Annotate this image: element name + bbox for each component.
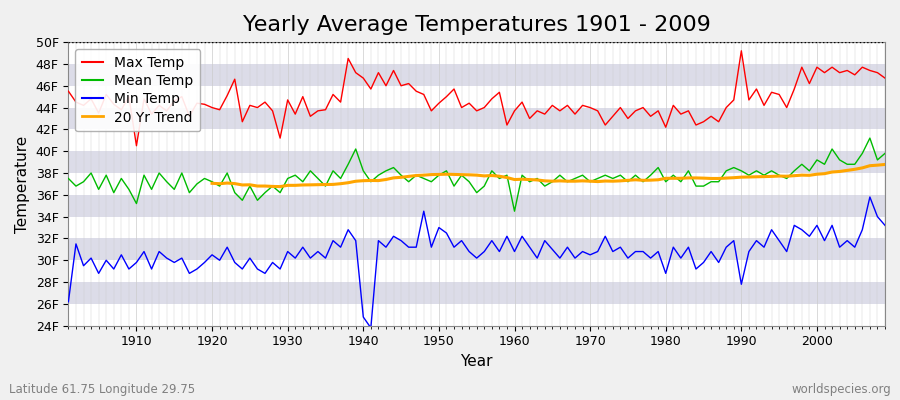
- Mean Temp: [865, 136, 876, 140]
- 20 Yr Trend: [774, 174, 785, 178]
- Min Temp: [509, 249, 520, 254]
- Max Temp: [63, 89, 74, 94]
- Bar: [68, 86, 885, 108]
- Max Temp: [509, 108, 520, 113]
- 20 Yr Trend: [305, 182, 316, 187]
- Bar: [68, 151, 885, 173]
- Bar: [68, 64, 885, 86]
- Max Temp: [608, 114, 618, 119]
- Line: Max Temp: Max Temp: [68, 51, 885, 146]
- Bar: [68, 173, 885, 195]
- Mean Temp: [501, 173, 512, 178]
- Max Temp: [517, 100, 527, 104]
- Bar: [68, 217, 885, 238]
- Min Temp: [335, 245, 346, 250]
- X-axis label: Year: Year: [461, 354, 493, 369]
- Min Temp: [517, 234, 527, 239]
- 20 Yr Trend: [857, 166, 868, 170]
- 20 Yr Trend: [683, 176, 694, 180]
- Max Temp: [131, 143, 142, 148]
- 20 Yr Trend: [418, 173, 429, 178]
- Min Temp: [123, 266, 134, 271]
- Bar: [68, 42, 885, 64]
- Mean Temp: [517, 173, 527, 178]
- Max Temp: [879, 76, 890, 80]
- 20 Yr Trend: [789, 173, 800, 178]
- 20 Yr Trend: [207, 181, 218, 186]
- Max Temp: [736, 48, 747, 53]
- Min Temp: [290, 256, 301, 260]
- Line: Min Temp: Min Temp: [68, 197, 885, 328]
- Line: Mean Temp: Mean Temp: [68, 138, 885, 211]
- 20 Yr Trend: [274, 184, 285, 189]
- Bar: [68, 282, 885, 304]
- Max Temp: [297, 94, 308, 99]
- Bar: [68, 260, 885, 282]
- Y-axis label: Temperature: Temperature: [15, 135, 30, 232]
- Text: worldspecies.org: worldspecies.org: [791, 383, 891, 396]
- Max Temp: [343, 56, 354, 61]
- Text: Latitude 61.75 Longitude 29.75: Latitude 61.75 Longitude 29.75: [9, 383, 195, 396]
- 20 Yr Trend: [879, 162, 890, 167]
- Min Temp: [865, 195, 876, 200]
- Line: 20 Yr Trend: 20 Yr Trend: [212, 164, 885, 186]
- Bar: [68, 108, 885, 129]
- Legend: Max Temp, Mean Temp, Min Temp, 20 Yr Trend: Max Temp, Mean Temp, Min Temp, 20 Yr Tre…: [76, 49, 201, 132]
- Mean Temp: [335, 176, 346, 181]
- Min Temp: [365, 326, 376, 330]
- Mean Temp: [290, 173, 301, 178]
- Bar: [68, 238, 885, 260]
- Min Temp: [879, 223, 890, 228]
- Mean Temp: [63, 176, 74, 181]
- Bar: [68, 195, 885, 217]
- Max Temp: [123, 94, 134, 99]
- Mean Temp: [509, 209, 520, 214]
- Bar: [68, 129, 885, 151]
- Mean Temp: [123, 187, 134, 192]
- Title: Yearly Average Temperatures 1901 - 2009: Yearly Average Temperatures 1901 - 2009: [243, 15, 711, 35]
- Mean Temp: [879, 151, 890, 156]
- Min Temp: [63, 299, 74, 304]
- Bar: [68, 304, 885, 326]
- Mean Temp: [608, 176, 618, 181]
- Min Temp: [608, 249, 618, 254]
